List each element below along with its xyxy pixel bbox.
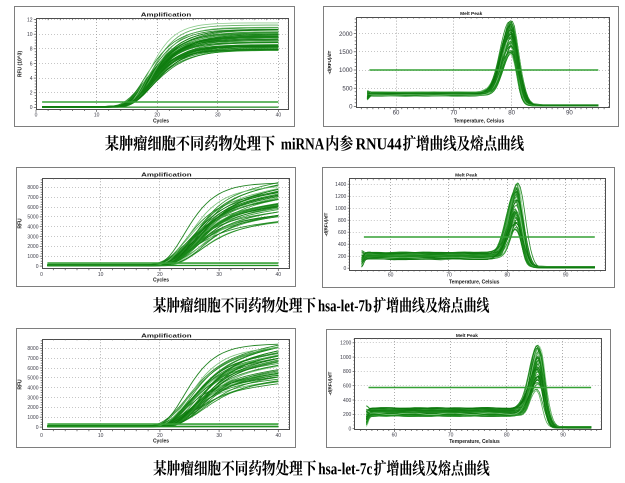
svg-text:2000: 2000	[339, 31, 353, 38]
svg-text:10: 10	[98, 433, 104, 439]
svg-text:40: 40	[276, 272, 282, 278]
svg-text:80: 80	[508, 110, 515, 117]
svg-text:-d(RFU)/dT: -d(RFU)/dT	[324, 212, 329, 236]
svg-text:30: 30	[216, 433, 222, 439]
svg-text:7000: 7000	[27, 356, 38, 362]
svg-text:70: 70	[448, 433, 454, 439]
svg-text:70: 70	[446, 273, 452, 279]
svg-text:800: 800	[338, 218, 347, 224]
svg-text:1400: 1400	[335, 182, 346, 188]
svg-text:RFU: RFU	[18, 218, 24, 229]
svg-text:Cycles: Cycles	[153, 118, 169, 124]
svg-text:10: 10	[27, 32, 33, 38]
svg-text:5000: 5000	[27, 376, 38, 382]
svg-text:20: 20	[157, 272, 163, 278]
svg-text:2000: 2000	[27, 405, 38, 411]
svg-text:90: 90	[560, 433, 566, 439]
svg-text:70: 70	[450, 110, 457, 117]
svg-text:8000: 8000	[27, 346, 38, 352]
svg-text:600: 600	[338, 230, 347, 236]
svg-text:Melt Peak: Melt Peak	[456, 333, 478, 339]
svg-text:Amplification: Amplification	[141, 333, 192, 339]
svg-text:10: 10	[94, 113, 100, 119]
svg-text:6: 6	[30, 61, 33, 67]
svg-text:Temperature, Celsius: Temperature, Celsius	[449, 279, 500, 285]
svg-text:Cycles: Cycles	[153, 277, 169, 283]
svg-text:Cycles: Cycles	[153, 438, 169, 444]
svg-text:0: 0	[40, 272, 43, 278]
svg-text:-d(RFU)/dT: -d(RFU)/dT	[328, 371, 333, 395]
svg-text:1200: 1200	[335, 194, 346, 200]
svg-text:1500: 1500	[339, 49, 353, 56]
svg-text:1000: 1000	[335, 206, 346, 212]
svg-text:0: 0	[349, 426, 352, 432]
svg-text:60: 60	[388, 273, 394, 279]
svg-text:8000: 8000	[27, 185, 38, 191]
svg-text:2000: 2000	[27, 244, 38, 250]
svg-text:Amplification: Amplification	[141, 12, 192, 18]
svg-text:6000: 6000	[27, 205, 38, 211]
svg-text:4000: 4000	[27, 386, 38, 392]
svg-text:800: 800	[343, 369, 352, 375]
svg-text:400: 400	[338, 242, 347, 248]
svg-text:60: 60	[392, 433, 398, 439]
svg-text:40: 40	[276, 113, 282, 119]
svg-text:600: 600	[343, 384, 352, 390]
svg-text:3000: 3000	[27, 395, 38, 401]
svg-text:1000: 1000	[339, 67, 353, 74]
svg-text:0: 0	[36, 425, 39, 431]
svg-text:90: 90	[563, 273, 569, 279]
svg-text:1000: 1000	[340, 355, 351, 361]
svg-text:Melt Peak: Melt Peak	[455, 173, 477, 179]
svg-text:1200: 1200	[340, 341, 351, 347]
svg-text:5000: 5000	[27, 215, 38, 221]
svg-text:500: 500	[342, 85, 353, 92]
svg-text:20: 20	[154, 113, 160, 119]
svg-text:0: 0	[36, 264, 39, 270]
svg-text:0: 0	[344, 266, 347, 272]
svg-text:7000: 7000	[27, 195, 38, 201]
svg-text:4000: 4000	[27, 225, 38, 231]
svg-text:20: 20	[157, 433, 163, 439]
svg-text:30: 30	[215, 113, 221, 119]
svg-text:Amplification: Amplification	[141, 172, 192, 178]
svg-text:200: 200	[338, 254, 347, 260]
svg-text:RFU: RFU	[18, 379, 24, 390]
svg-text:8: 8	[30, 47, 33, 53]
svg-text:Temperature, Celsius: Temperature, Celsius	[454, 119, 505, 125]
svg-text:90: 90	[566, 110, 573, 117]
svg-text:1000: 1000	[27, 254, 38, 260]
svg-text:1000: 1000	[27, 415, 38, 421]
svg-text:0: 0	[35, 113, 38, 119]
svg-text:400: 400	[343, 398, 352, 404]
svg-text:30: 30	[216, 272, 222, 278]
svg-text:0: 0	[40, 433, 43, 439]
svg-text:2: 2	[30, 91, 33, 97]
svg-text:6000: 6000	[27, 366, 38, 372]
svg-text:Temperature, Celsius: Temperature, Celsius	[449, 439, 500, 445]
svg-text:80: 80	[504, 433, 510, 439]
svg-text:80: 80	[505, 273, 511, 279]
svg-text:40: 40	[276, 433, 282, 439]
svg-text:10: 10	[98, 272, 104, 278]
svg-text:RFU (10^3): RFU (10^3)	[18, 51, 24, 78]
svg-text:60: 60	[393, 110, 400, 117]
svg-text:0: 0	[349, 104, 353, 111]
svg-text:Melt Peak: Melt Peak	[460, 11, 482, 17]
svg-text:4: 4	[30, 76, 33, 82]
svg-text:-d(RFU)/dT: -d(RFU)/dT	[327, 50, 332, 74]
svg-text:0: 0	[30, 105, 33, 111]
svg-text:12: 12	[27, 17, 33, 23]
svg-text:3000: 3000	[27, 234, 38, 240]
svg-text:200: 200	[343, 412, 352, 418]
